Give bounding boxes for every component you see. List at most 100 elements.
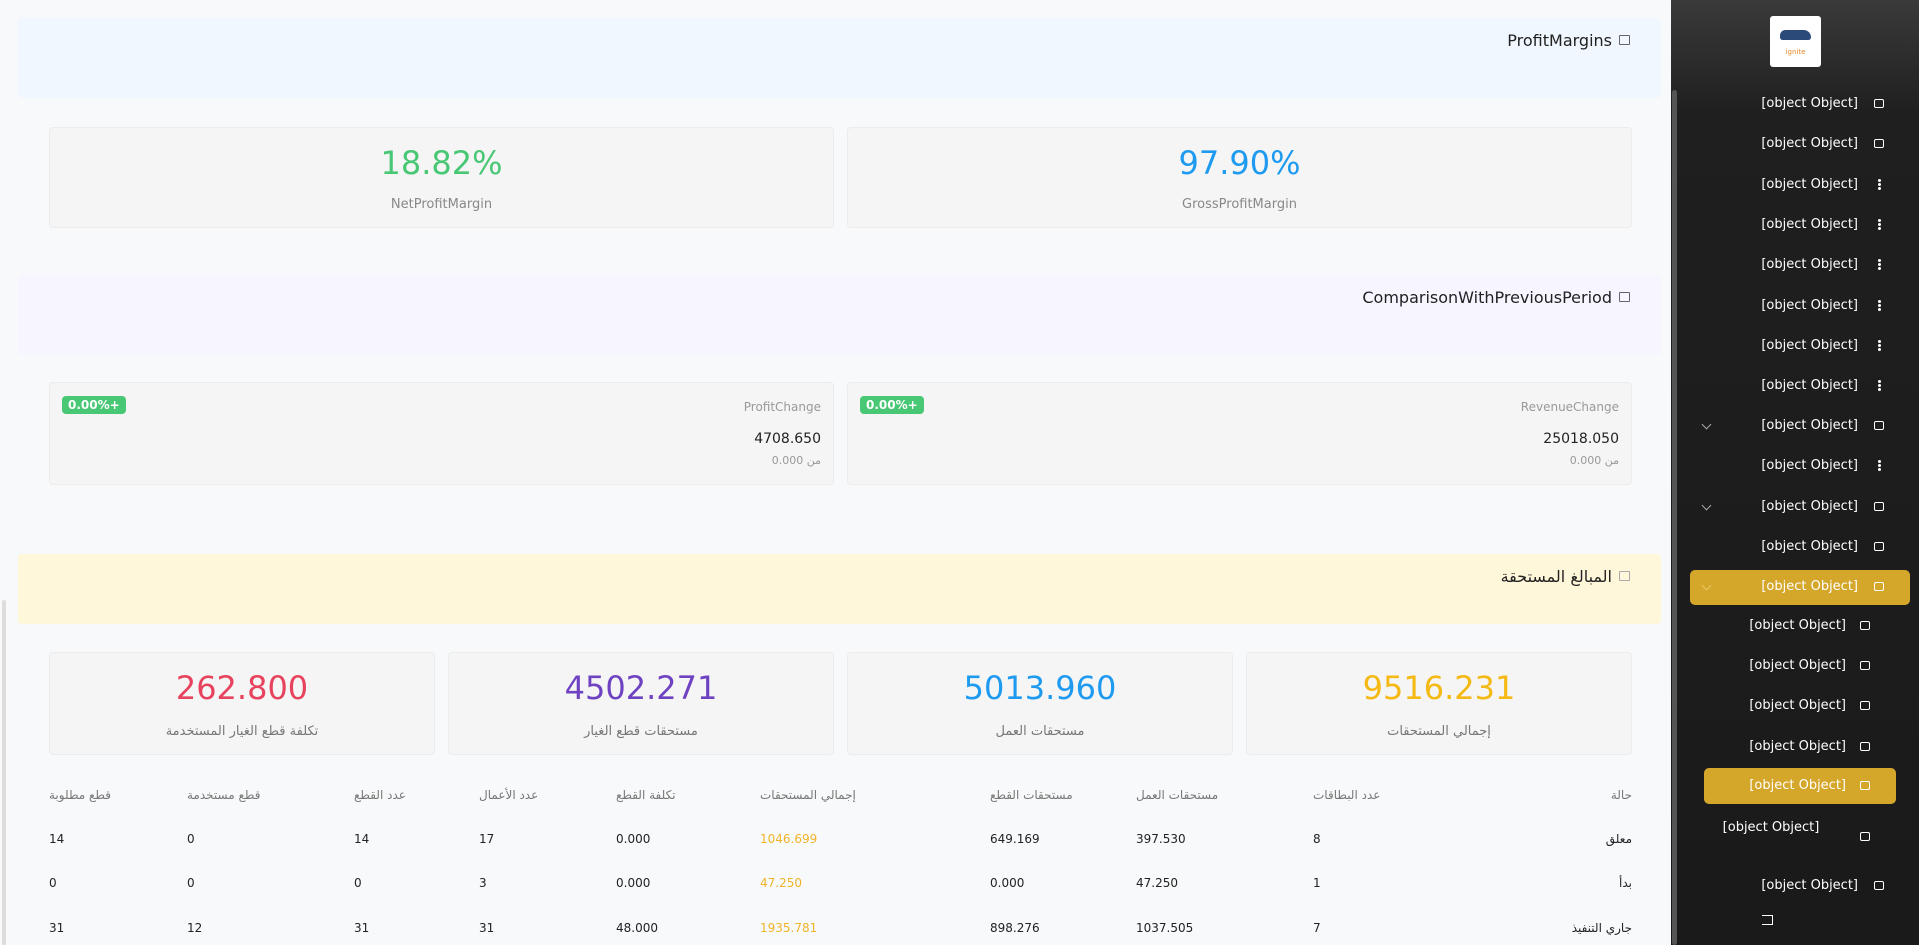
table-header-cell: قطع مستخدمة [187, 788, 261, 802]
menu-item[interactable]: [object Object] [1761, 539, 1858, 554]
icon-shape [1874, 582, 1884, 591]
icon-dot [1878, 304, 1881, 307]
menu-icon [1859, 620, 1871, 631]
icon-shape [1860, 781, 1870, 790]
section-title: المبالغ المستحقة [1500, 567, 1612, 586]
menu-item[interactable]: [object Object] [1749, 739, 1846, 754]
previous-value: من 0.000 [1569, 454, 1619, 467]
icon-dot [1878, 223, 1881, 226]
menu-item[interactable]: [object Object] [1761, 298, 1858, 313]
table-header-cell: مستحقات العمل [1136, 788, 1219, 802]
menu-item[interactable]: [object Object] [1761, 217, 1858, 232]
menu-item[interactable]: [object Object] [1761, 136, 1858, 151]
menu-icon [1873, 380, 1885, 391]
menu-icon [1873, 581, 1885, 592]
amount-label: إجمالي المستحقات [1387, 724, 1491, 739]
section-header [18, 18, 1661, 98]
icon-shape [1860, 742, 1870, 751]
table-cell: 12 [187, 921, 203, 935]
main-scrollbar [2, 600, 6, 945]
table-cell: 31 [479, 921, 495, 935]
table-header-cell: تكلفة القطع [616, 788, 676, 802]
section-title: ProfitMargins [1507, 31, 1612, 50]
table-cell: 47.250 [760, 876, 802, 890]
menu-icon [1873, 541, 1885, 552]
amount-value: 9516.231 [1362, 669, 1516, 707]
table-cell: 8 [1313, 832, 1321, 846]
section-header [18, 554, 1661, 624]
icon-dot [1878, 300, 1881, 303]
icon-shape [1860, 621, 1870, 630]
icon-dot [1878, 460, 1881, 463]
menu-icon [1873, 880, 1885, 891]
amount-card: 262.800 تكلفة قطع الغيار المستخدمة [49, 652, 435, 755]
amount-label: تكلفة قطع الغيار المستخدمة [165, 724, 319, 739]
active-menu-band [1690, 570, 1910, 605]
menu-item[interactable]: [object Object] [1761, 96, 1858, 111]
menu-item[interactable]: [object Object] [1749, 658, 1846, 673]
table-header-cell: عدد البطاقات [1313, 788, 1381, 802]
menu-item[interactable]: [object Object] [1749, 618, 1846, 633]
section-icon [1619, 35, 1630, 45]
amount-value: 4502.271 [564, 669, 718, 707]
table-cell: 3 [479, 876, 487, 890]
section-title: ComparisonWithPreviousPeriod [1362, 288, 1612, 307]
table-cell: 31 [49, 921, 65, 935]
icon-dot [1878, 179, 1881, 182]
table-header-cell: إجمالي المستحقات [760, 788, 856, 802]
menu-item[interactable]: [object Object] [1761, 878, 1858, 893]
icon-dot [1878, 259, 1881, 262]
comparison-value: 25018.050 [1543, 431, 1619, 447]
menu-item[interactable]: [object Object] [1761, 499, 1858, 514]
icon-dot [1878, 340, 1881, 343]
table-cell: 17 [479, 832, 495, 846]
icon-shape [1874, 542, 1884, 551]
menu-icon [1873, 420, 1885, 431]
table-cell: 0.000 [990, 876, 1025, 890]
menu-icon [1873, 138, 1885, 149]
amount-label: مستحقات قطع الغيار [584, 724, 698, 739]
menu-icon [1859, 700, 1871, 711]
table-cell: جاري التنفيذ [1571, 921, 1632, 935]
metric-card: 18.82% NetProfitMargin [49, 127, 834, 228]
amount-card: 4502.271 مستحقات قطع الغيار [448, 652, 834, 755]
menu-item[interactable]: [object Object] [1761, 458, 1858, 473]
menu-icon [1873, 340, 1885, 351]
icon-dot [1878, 263, 1881, 266]
menu-item[interactable]: [object Object] [1761, 378, 1858, 393]
icon-dot [1878, 183, 1881, 186]
menu-item[interactable]: [object Object] [1749, 698, 1846, 713]
amount-card: 9516.231 إجمالي المستحقات [1246, 652, 1632, 755]
previous-value: من 0.000 [771, 454, 821, 467]
table-header-cell: مستحقات القطع [990, 788, 1073, 802]
change-badge: 0.00%+ [860, 396, 924, 414]
table-cell: بدأ [1619, 876, 1632, 890]
metric-label: NetProfitMargin [390, 197, 493, 212]
icon-dot [1878, 388, 1881, 391]
icon-shape [1874, 139, 1884, 148]
menu-icon [1859, 660, 1871, 671]
icon-dot [1878, 267, 1881, 270]
icon-dot [1878, 344, 1881, 347]
table-cell: 1 [1313, 876, 1321, 890]
table-header-cell: عدد الأعمال [479, 788, 539, 802]
menu-item[interactable]: [object Object] [1761, 579, 1858, 594]
menu-item[interactable]: [object Object] [1722, 820, 1820, 835]
menu-item[interactable]: [object Object] [1761, 177, 1858, 192]
logo: ignite [1770, 16, 1821, 67]
menu-item[interactable]: [object Object] [1761, 338, 1858, 353]
comparison-card: ProfitChange 0.00%+ 4708.650 من 0.000 [49, 382, 834, 485]
menu-icon [1859, 741, 1871, 752]
menu-icon [1873, 259, 1885, 270]
table-cell: 0 [354, 876, 362, 890]
metric-label: GrossProfitMargin [1182, 197, 1297, 212]
section-header [18, 275, 1661, 355]
icon-dot [1878, 384, 1881, 387]
menu-item[interactable]: [object Object] [1761, 418, 1858, 433]
icon-dot [1878, 227, 1881, 230]
menu-item[interactable]: [object Object] [1749, 778, 1846, 793]
amount-label: مستحقات العمل [995, 724, 1085, 739]
menu-icon [1859, 780, 1871, 791]
menu-item[interactable]: [object Object] [1761, 257, 1858, 272]
logout-icon [1762, 915, 1773, 925]
